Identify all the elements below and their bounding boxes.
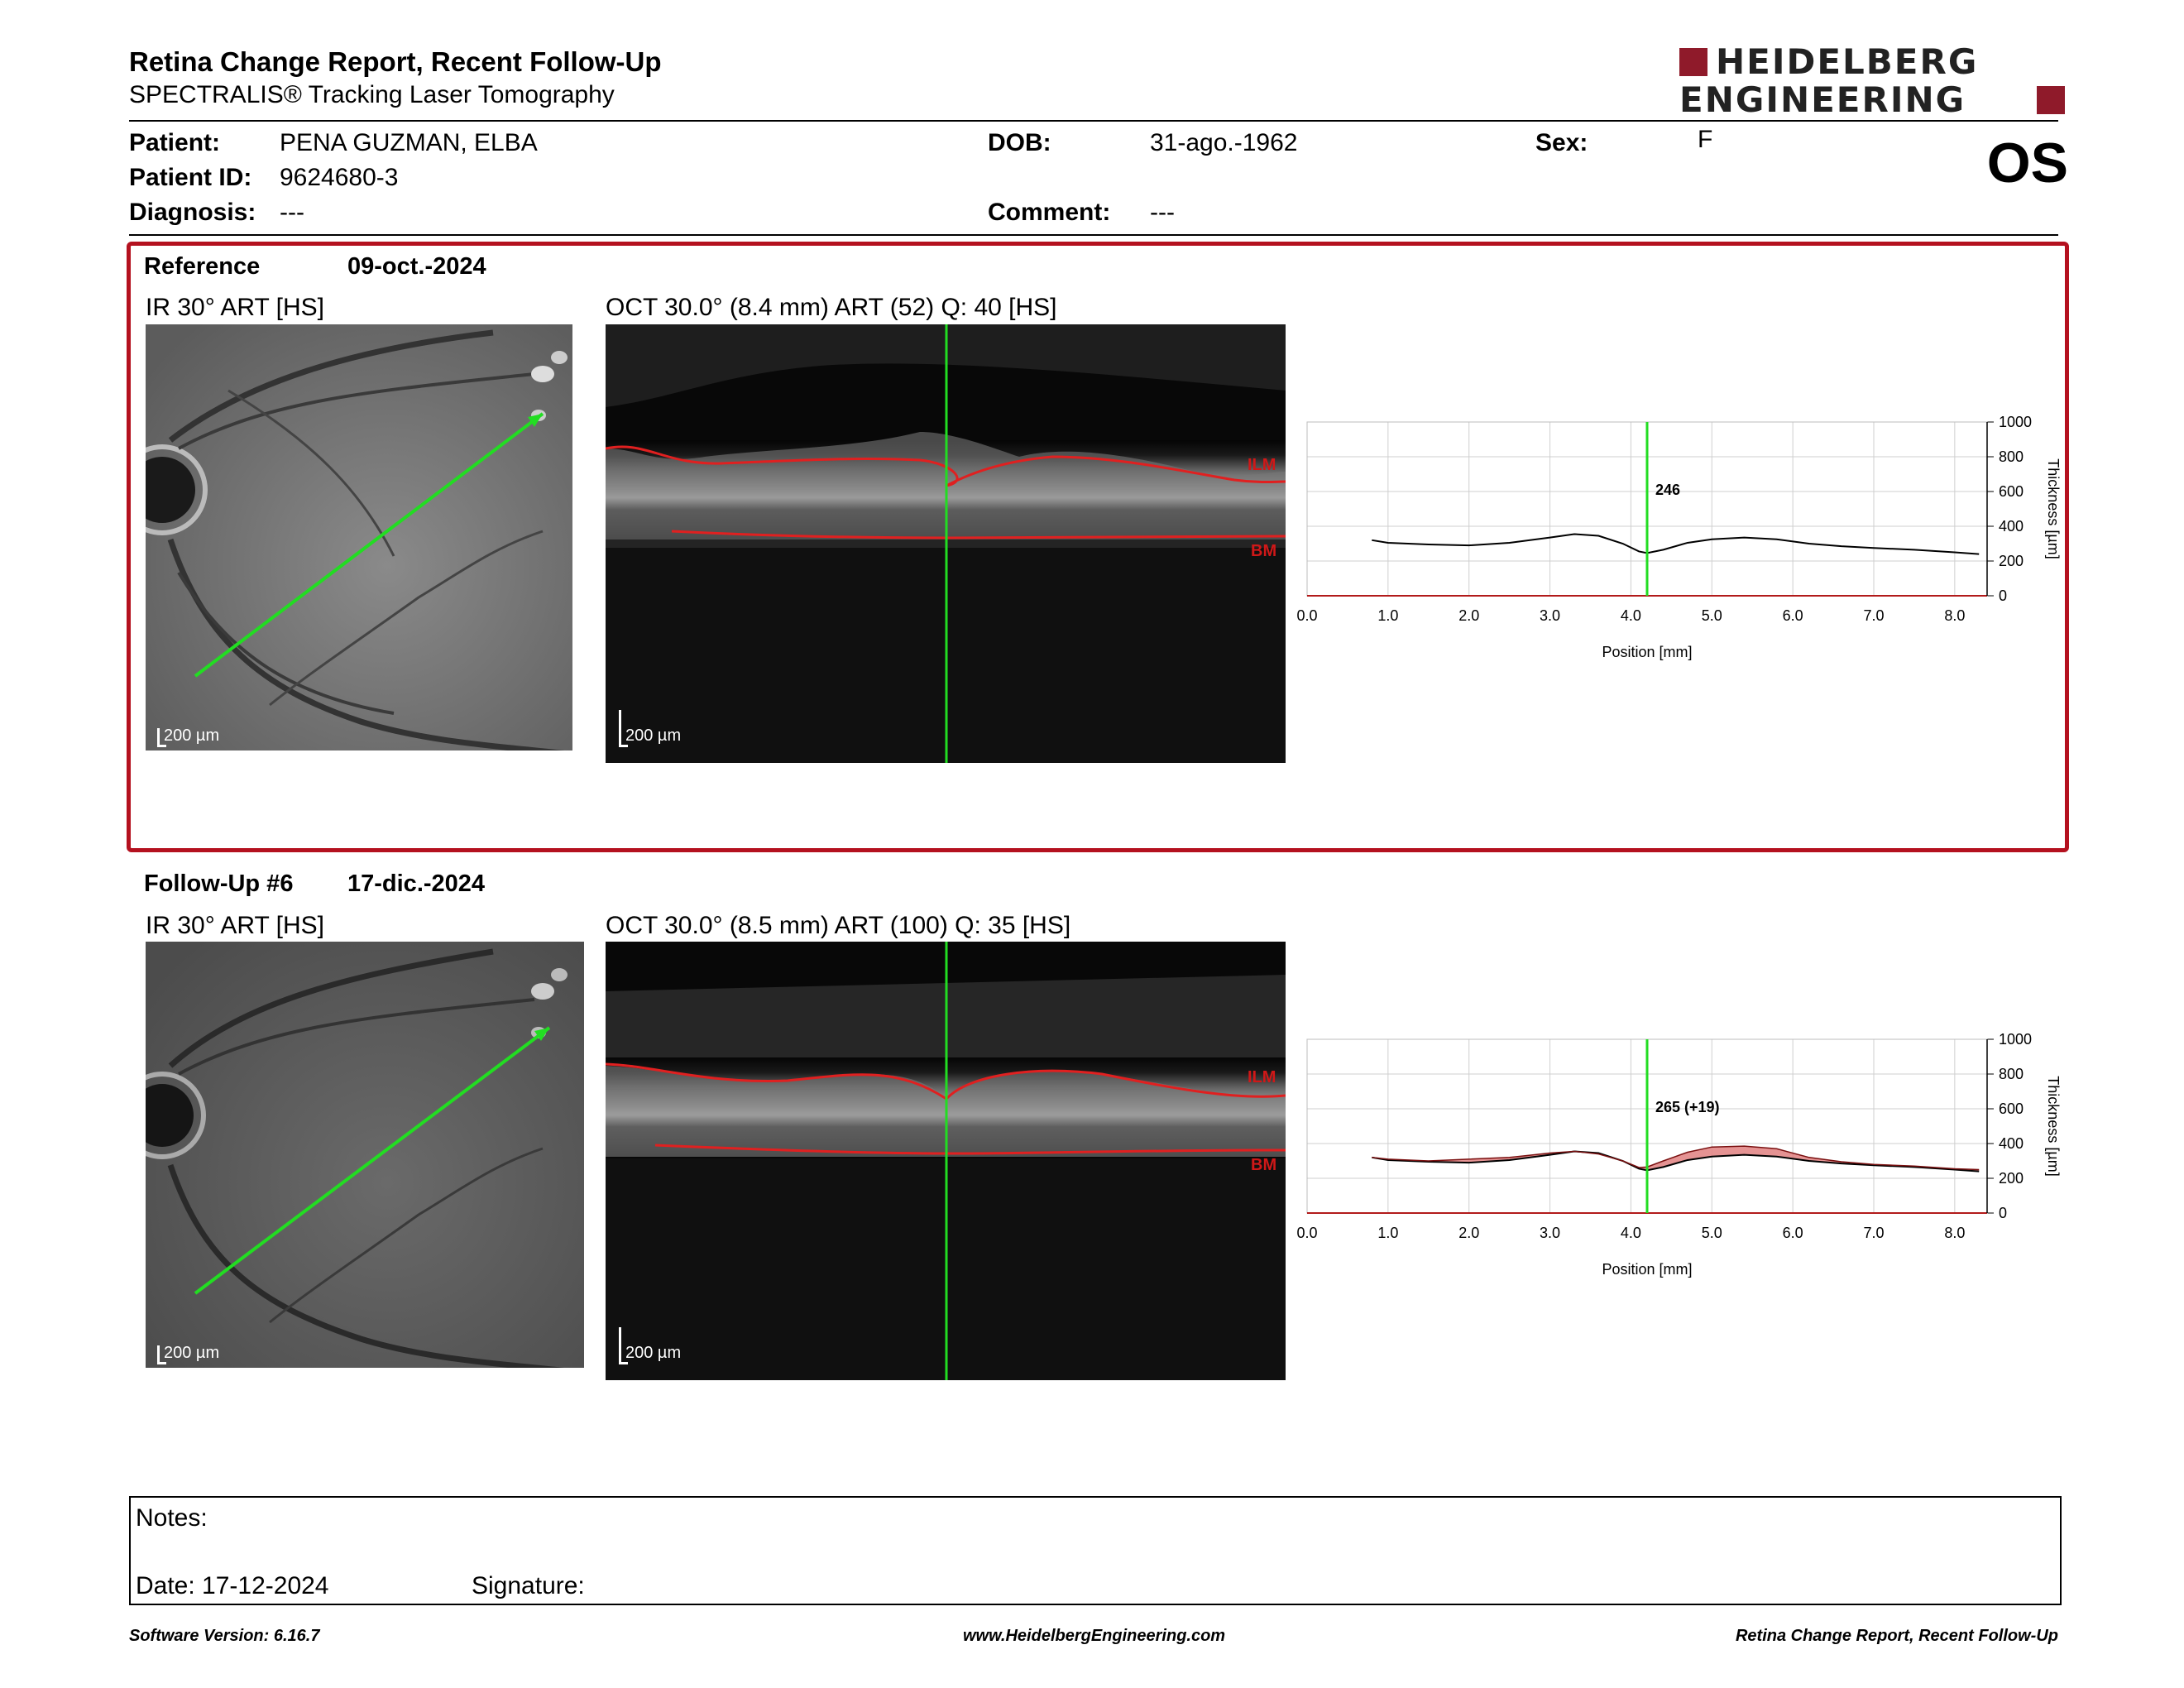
series-line-followup (1372, 1145, 1980, 1171)
series-line (1372, 533, 1980, 555)
x-tick-label: 7.0 (1863, 1225, 1884, 1241)
eye-indicator: OS (1986, 132, 2068, 194)
diagnosis-value: --- (280, 199, 304, 226)
logo-line-2: ENGINEERING (1679, 79, 1966, 120)
x-tick-label: 5.0 (1702, 607, 1722, 624)
x-tick-label: 8.0 (1944, 607, 1965, 624)
reference-label: Reference (144, 253, 261, 280)
x-tick-label: 8.0 (1944, 1225, 1965, 1241)
diagnosis-label: Diagnosis: (129, 199, 256, 226)
x-tick-label: 0.0 (1296, 1225, 1317, 1241)
x-tick-label: 6.0 (1783, 1225, 1803, 1241)
patient-divider (129, 234, 2058, 236)
footer-report-name: Retina Change Report, Recent Follow-Up (1735, 1627, 2058, 1645)
signature-label: Signature: (472, 1572, 585, 1599)
footer-website[interactable]: www.HeidelbergEngineering.com (963, 1627, 1226, 1645)
followup-label: Follow-Up #6 (144, 870, 294, 897)
logo-line-1: HEIDELBERG (1716, 41, 1979, 82)
y-tick-label: 200 (1999, 1170, 2024, 1187)
patient-name-label: Patient: (129, 129, 221, 156)
footer-software-version: Software Version: 6.16.7 (129, 1627, 320, 1645)
reference-thickness-chart: 0.0 1.0 2.0 3.0 4.0 5.0 6.0 7.0 8.0 0 200 400 600 800… (1291, 405, 2076, 679)
header-divider (129, 120, 2058, 122)
followup-ir-scale-bar (157, 1345, 166, 1364)
y-tick-label: 800 (1999, 1066, 2024, 1082)
x-tick-label: 2.0 (1458, 1225, 1479, 1241)
reference-bm-label: BM (1251, 542, 1276, 560)
company-logo: HEIDELBERG ENGINEERING (1679, 41, 2068, 120)
x-axis-title: Position [mm] (1602, 1261, 1692, 1278)
y-tick-label: 600 (1999, 1101, 2024, 1117)
y-tick-label: 1000 (1999, 1031, 2032, 1048)
report-subtitle: SPECTRALIS® Tracking Laser Tomography (129, 81, 615, 108)
reference-oct-scale-bar (619, 710, 628, 747)
reference-ir-caption: IR 30° ART [HS] (146, 294, 324, 321)
sex-label: Sex: (1535, 129, 1588, 156)
x-axis-title: Position [mm] (1602, 644, 1692, 660)
patient-id-label: Patient ID: (129, 164, 252, 191)
marker-value-label: 246 (1655, 482, 1680, 498)
reference-oct-image: ILM BM 200 µm (606, 324, 1286, 763)
series-line-reference (1372, 1150, 1980, 1172)
x-tick-label: 5.0 (1702, 1225, 1722, 1241)
y-tick-label: 400 (1999, 518, 2024, 535)
reference-oct-scale-label: 200 µm (625, 727, 682, 745)
x-tick-label: 7.0 (1863, 607, 1884, 624)
marker-value-label: 265 (+19) (1655, 1099, 1720, 1115)
y-tick-label: 800 (1999, 448, 2024, 465)
y-tick-label: 600 (1999, 483, 2024, 500)
reference-box (127, 242, 2069, 852)
y-tick-label: 1000 (1999, 414, 2032, 430)
followup-ir-image: 200 µm (146, 942, 584, 1380)
x-tick-label: 1.0 (1377, 1225, 1398, 1241)
followup-ir-caption: IR 30° ART [HS] (146, 912, 324, 939)
y-tick-label: 0 (1999, 587, 2007, 604)
followup-oct-caption: OCT 30.0° (8.5 mm) ART (100) Q: 35 [HS] (606, 912, 1071, 939)
x-tick-label: 6.0 (1783, 607, 1803, 624)
reference-ilm-label: ILM (1248, 456, 1276, 474)
x-tick-label: 0.0 (1296, 607, 1317, 624)
reference-ir-image: 200 µm (146, 324, 584, 763)
thickness-change-area (1372, 1146, 1980, 1172)
reference-date: 09-oct.-2024 (347, 253, 486, 280)
report-title: Retina Change Report, Recent Follow-Up (129, 46, 662, 77)
y-tick-label: 200 (1999, 553, 2024, 569)
notes-label: Notes: (136, 1504, 208, 1532)
notes-date: Date: 17-12-2024 (136, 1572, 329, 1599)
followup-oct-scale-label: 200 µm (625, 1344, 682, 1362)
y-tick-label: 400 (1999, 1135, 2024, 1152)
reference-ir-scale-bar (157, 728, 166, 747)
comment-value: --- (1150, 199, 1175, 226)
followup-ilm-label: ILM (1248, 1068, 1276, 1086)
sex-value: F (1698, 126, 1713, 153)
x-tick-label: 4.0 (1621, 1225, 1641, 1241)
dob-label: DOB: (988, 129, 1051, 156)
reference-ir-scale-label: 200 µm (164, 727, 220, 745)
x-tick-label: 3.0 (1540, 1225, 1560, 1241)
x-tick-label: 2.0 (1458, 607, 1479, 624)
y-axis-title: Thickness [µm] (2045, 1076, 2062, 1176)
comment-label: Comment: (988, 199, 1111, 226)
notes-box[interactable]: Notes: Date: 17-12-2024 Signature: (129, 1496, 2062, 1605)
y-axis-title: Thickness [µm] (2045, 458, 2062, 559)
followup-bm-label: BM (1251, 1156, 1276, 1174)
reference-oct-caption: OCT 30.0° (8.4 mm) ART (52) Q: 40 [HS] (606, 294, 1057, 321)
x-tick-label: 4.0 (1621, 607, 1641, 624)
x-tick-label: 3.0 (1540, 607, 1560, 624)
y-tick-label: 0 (1999, 1205, 2007, 1221)
followup-date: 17-dic.-2024 (347, 870, 486, 897)
followup-ir-scale-label: 200 µm (164, 1344, 220, 1362)
dob-value: 31-ago.-1962 (1150, 129, 1298, 156)
followup-thickness-chart: 0.0 1.0 2.0 3.0 4.0 5.0 6.0 7.0 8.0 0 200 400 600 800… (1291, 1023, 2076, 1296)
x-tick-label: 1.0 (1377, 607, 1398, 624)
patient-id: 9624680-3 (280, 164, 399, 191)
patient-name: PENA GUZMAN, ELBA (280, 129, 538, 156)
followup-oct-image: ILM BM 200 µm (606, 942, 1286, 1380)
followup-oct-scale-bar (619, 1327, 628, 1364)
